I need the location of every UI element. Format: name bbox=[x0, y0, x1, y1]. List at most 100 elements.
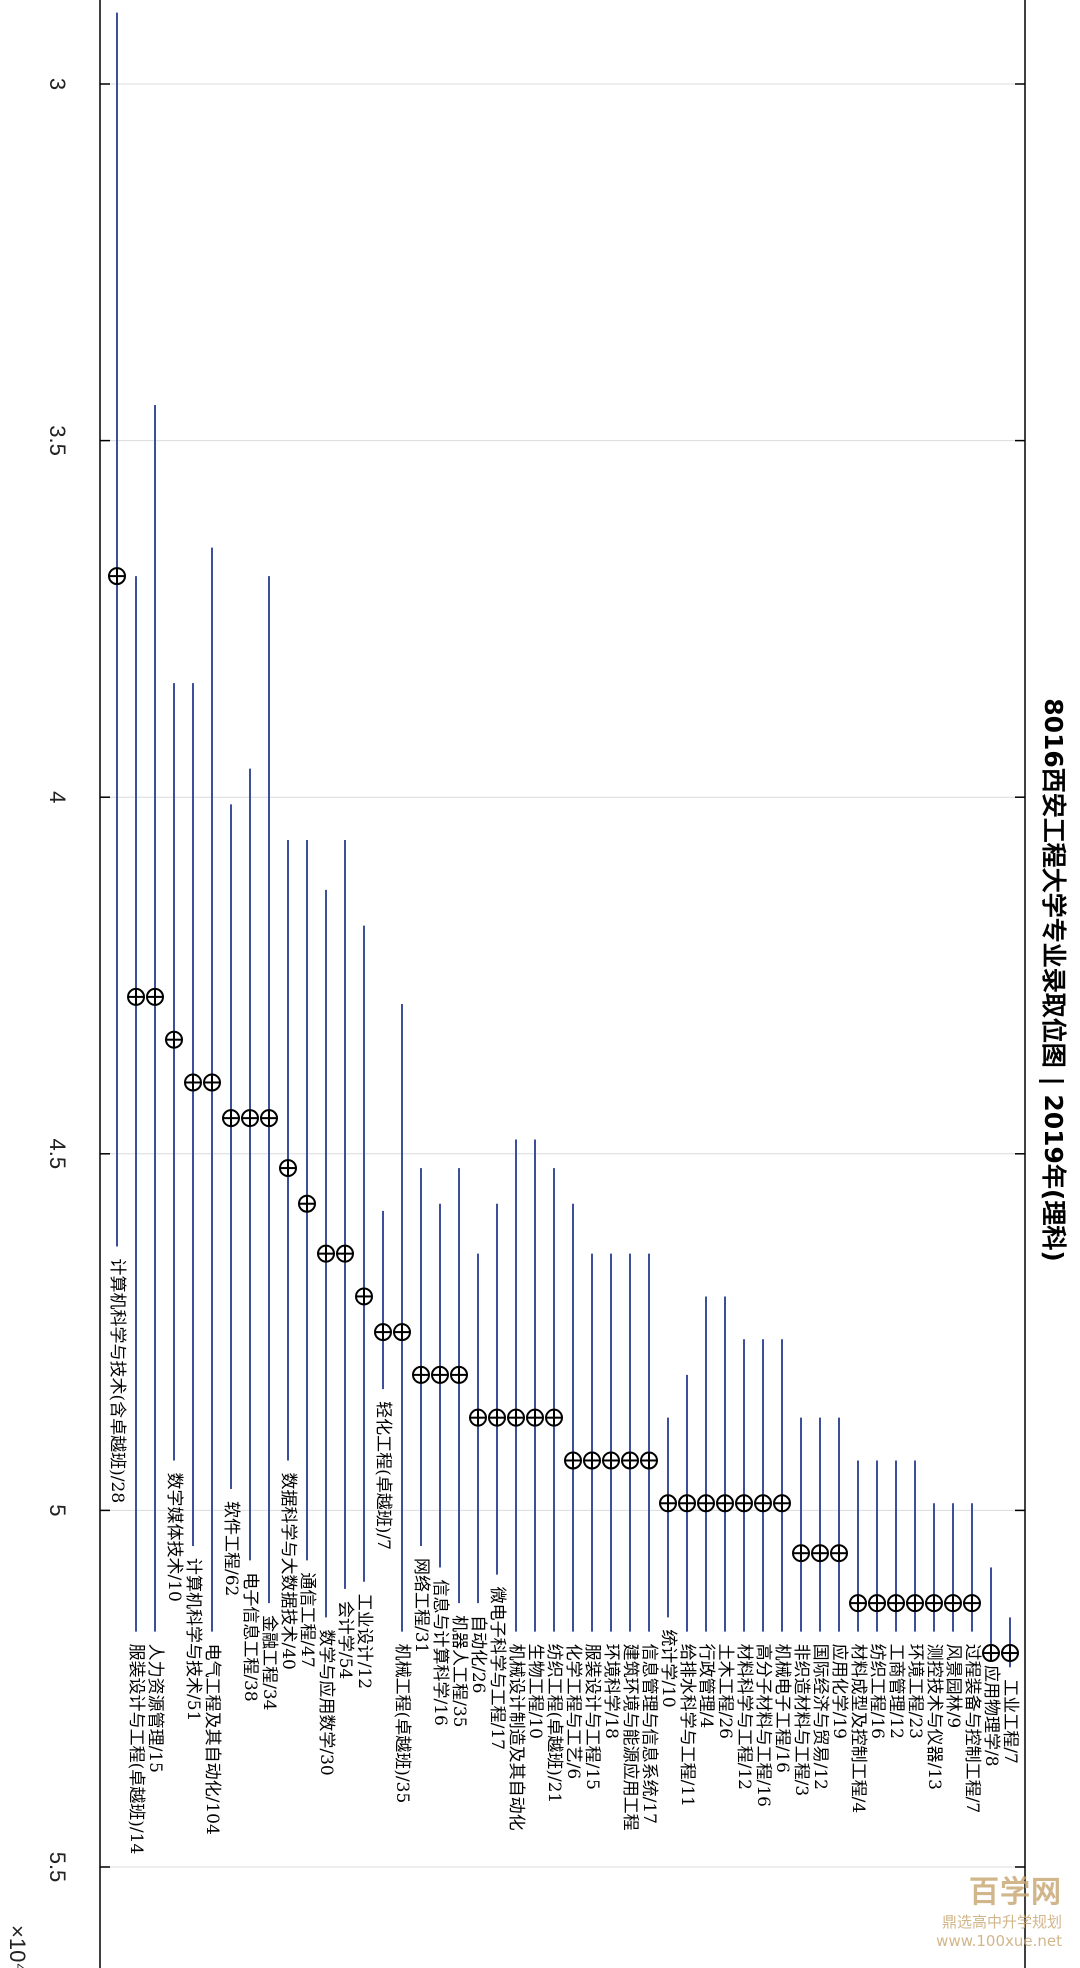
median-marker bbox=[203, 1073, 221, 1092]
median-marker bbox=[621, 1451, 639, 1470]
median-marker bbox=[507, 1408, 525, 1427]
watermark-site: www.100xue.net bbox=[936, 1932, 1062, 1950]
category-label: 服装设计与工程/15 bbox=[582, 1644, 602, 1790]
category-label: 生物工程/10 bbox=[525, 1644, 545, 1739]
category-label: 服装设计与工程(卓越班)/14 bbox=[126, 1644, 146, 1855]
median-marker bbox=[184, 1073, 202, 1092]
median-marker bbox=[640, 1451, 658, 1470]
category-label: 信息与计算科学/16 bbox=[430, 1579, 450, 1725]
watermark: 百学网 鼎选高中升学规划 www.100xue.net bbox=[936, 1867, 1062, 1950]
median-marker bbox=[450, 1365, 468, 1384]
category-label: 环境科学/18 bbox=[601, 1644, 621, 1739]
category-label: 微电子科学与工程/17 bbox=[487, 1587, 507, 1750]
category-label: 机械电子工程/16 bbox=[772, 1644, 792, 1773]
axis-multiplier-label: ×10⁴ bbox=[5, 1925, 30, 1968]
median-marker bbox=[336, 1244, 354, 1263]
median-marker bbox=[716, 1494, 734, 1513]
median-marker bbox=[963, 1594, 981, 1613]
category-label: 工业工程/7 bbox=[1000, 1679, 1020, 1764]
median-marker bbox=[146, 987, 164, 1006]
median-marker bbox=[602, 1451, 620, 1470]
category-label: 过程装备与控制工程/7 bbox=[962, 1644, 982, 1814]
category-label: 机械设计制造及其自动化 bbox=[506, 1644, 526, 1831]
median-marker bbox=[564, 1451, 582, 1470]
category-label: 数字媒体技术/10 bbox=[164, 1472, 184, 1601]
category-label: 应用化学/19 bbox=[829, 1644, 849, 1739]
median-marker bbox=[260, 1109, 278, 1128]
value-axis: 3 3.5 4 4.5 5 5.5 ×10⁴ bbox=[5, 0, 1026, 1968]
median-marker bbox=[374, 1323, 392, 1342]
category-label: 应用物理学/8 bbox=[981, 1665, 1001, 1767]
category-label: 国际经济与贸易/12 bbox=[810, 1644, 830, 1790]
watermark-slogan: 鼎选高中升学规划 bbox=[941, 1913, 1062, 1931]
median-marker bbox=[887, 1594, 905, 1613]
median-marker bbox=[735, 1494, 753, 1513]
category-label: 轻化工程(卓越班)/7 bbox=[373, 1401, 393, 1550]
category-labels: 计算机科学与技术(含卓越班)/28 服装设计与工程(卓越班)/14 人力资源管理/1… bbox=[107, 1259, 1020, 1855]
category-label: 金融工程/34 bbox=[259, 1615, 279, 1710]
median-markers bbox=[108, 567, 1019, 1663]
category-label: 机器人工程/35 bbox=[449, 1615, 469, 1727]
median-marker bbox=[526, 1408, 544, 1427]
median-marker bbox=[431, 1365, 449, 1384]
category-label: 工商管理/12 bbox=[886, 1644, 906, 1739]
category-label: 信息管理与信息系统/17 bbox=[639, 1644, 659, 1824]
category-label: 软件工程/62 bbox=[221, 1501, 241, 1596]
median-marker bbox=[944, 1594, 962, 1613]
median-marker bbox=[792, 1544, 810, 1563]
category-label: 数据科学与大数据技术/40 bbox=[278, 1472, 298, 1669]
median-marker bbox=[773, 1494, 791, 1513]
watermark-brand: 百学网 bbox=[969, 1875, 1062, 1910]
median-marker bbox=[488, 1408, 506, 1427]
median-marker bbox=[906, 1594, 924, 1613]
median-marker bbox=[317, 1244, 335, 1263]
median-marker bbox=[659, 1494, 677, 1513]
category-label: 土木工程/26 bbox=[715, 1644, 735, 1739]
category-label: 环境工程/23 bbox=[905, 1644, 925, 1739]
category-label: 统计学/10 bbox=[658, 1629, 678, 1707]
tick-label: 5.5 bbox=[45, 1852, 70, 1883]
median-marker bbox=[355, 1287, 373, 1306]
tick-label: 4.5 bbox=[45, 1139, 70, 1170]
median-marker bbox=[982, 1644, 1000, 1663]
tick-label: 3 bbox=[45, 78, 70, 90]
median-marker bbox=[925, 1594, 943, 1613]
category-label: 纺织工程/16 bbox=[867, 1644, 887, 1739]
category-label: 建筑环境与能源应用工程 bbox=[620, 1644, 640, 1831]
median-marker bbox=[830, 1544, 848, 1563]
median-marker bbox=[811, 1544, 829, 1563]
category-label: 材料科学与工程/12 bbox=[734, 1644, 754, 1790]
category-label: 计算机科学与技术(含卓越班)/28 bbox=[107, 1259, 127, 1504]
category-label: 网络工程/31 bbox=[411, 1558, 431, 1653]
tick-label: 3.5 bbox=[45, 425, 70, 456]
median-marker bbox=[108, 567, 126, 586]
category-label: 化学工程与工艺/6 bbox=[563, 1644, 583, 1780]
grid-lines bbox=[100, 83, 1025, 1868]
median-marker bbox=[241, 1109, 259, 1128]
median-marker bbox=[697, 1494, 715, 1513]
category-label: 会计学/54 bbox=[335, 1601, 355, 1679]
category-label: 通信工程/47 bbox=[297, 1572, 317, 1667]
category-label: 电子信息工程/38 bbox=[240, 1572, 260, 1701]
median-marker bbox=[127, 987, 145, 1006]
category-label: 风景园林/9 bbox=[943, 1644, 963, 1729]
category-label: 机械工程(卓越班)/35 bbox=[392, 1644, 412, 1804]
median-marker bbox=[222, 1109, 240, 1128]
tick-label: 4 bbox=[45, 791, 70, 803]
category-label: 高分子材料与工程/16 bbox=[753, 1644, 773, 1807]
category-label: 给排水科学与工程/11 bbox=[677, 1644, 697, 1807]
median-marker bbox=[678, 1494, 696, 1513]
category-label: 行政管理/4 bbox=[696, 1644, 716, 1729]
median-marker bbox=[165, 1030, 183, 1049]
median-marker bbox=[849, 1594, 867, 1613]
median-marker bbox=[393, 1323, 411, 1342]
category-label: 人力资源管理/15 bbox=[145, 1644, 165, 1773]
category-label: 非织造材料与工程/3 bbox=[791, 1644, 811, 1797]
category-label: 电气工程及其自动化/104 bbox=[202, 1644, 222, 1835]
category-label: 计算机科学与技术/51 bbox=[183, 1558, 203, 1721]
category-label: 纺织工程(卓越班)/21 bbox=[544, 1644, 564, 1804]
chart-title: 8016西安工程大学专业录取位图 | 2019年(理科) bbox=[1039, 698, 1068, 1262]
category-label: 自动化/26 bbox=[468, 1615, 488, 1693]
median-marker bbox=[298, 1194, 316, 1213]
